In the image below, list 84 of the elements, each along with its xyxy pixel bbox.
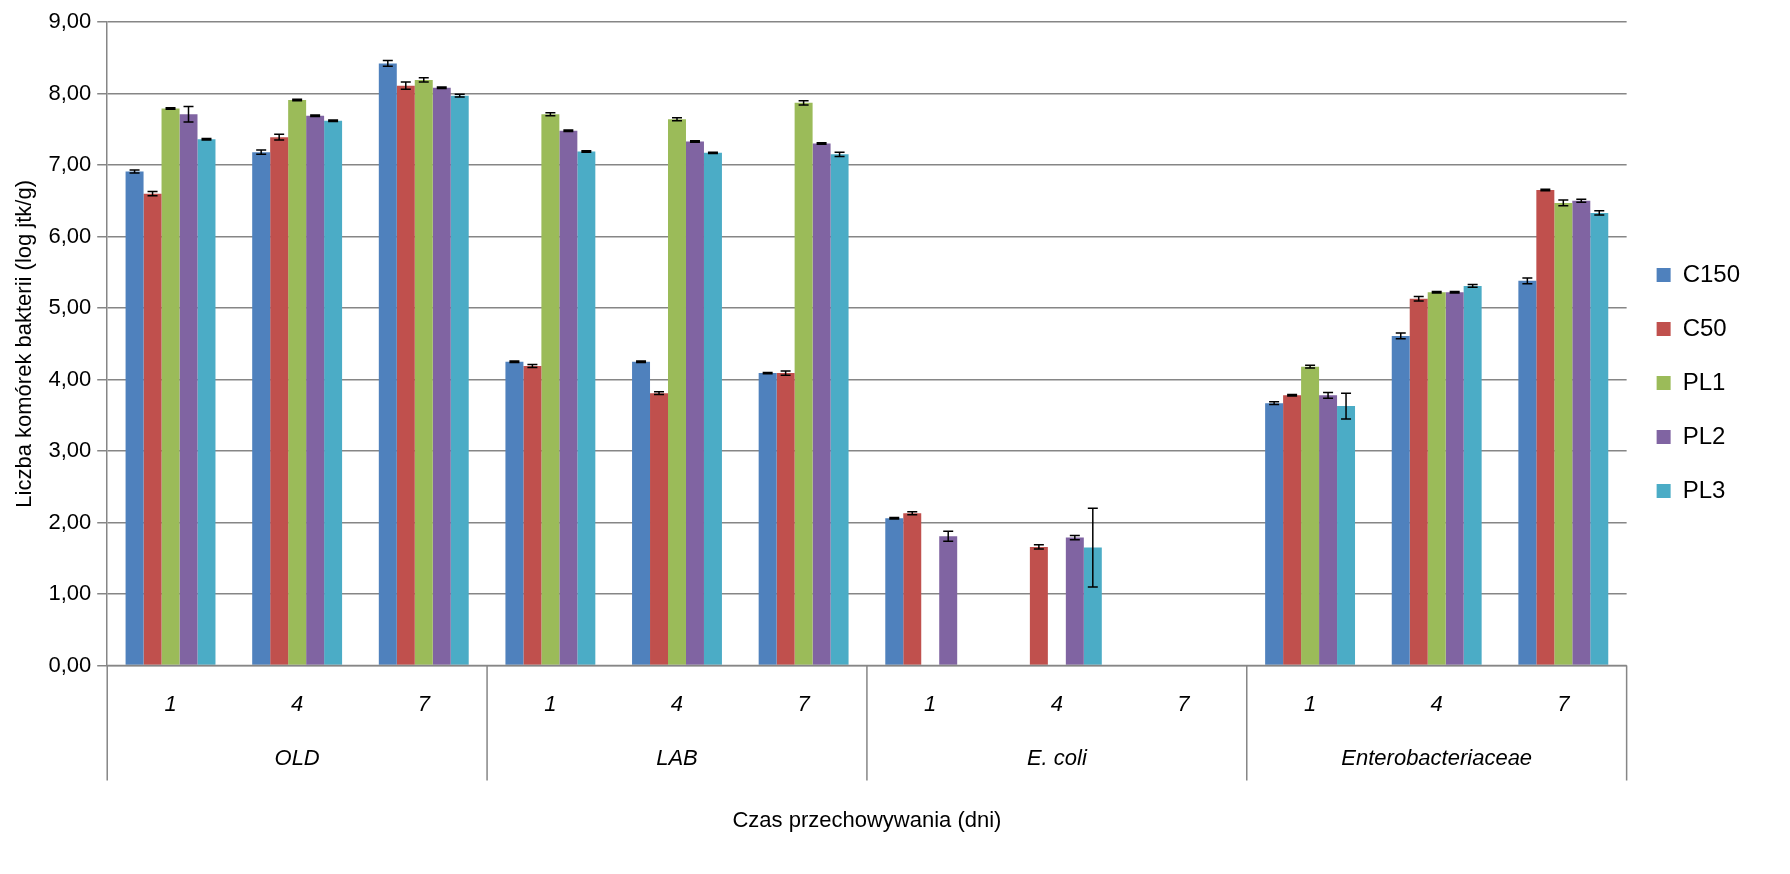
bar — [577, 151, 596, 665]
bar — [324, 120, 343, 665]
x-tick-label: 1 — [924, 690, 937, 716]
bar — [1554, 202, 1573, 665]
bar — [830, 154, 849, 665]
y-tick-label: 0,00 — [48, 651, 92, 677]
y-tick-label: 7,00 — [48, 151, 92, 177]
x-tick-label: 7 — [417, 690, 431, 716]
text: OLD — [274, 744, 320, 770]
bar — [794, 102, 813, 665]
bar — [179, 114, 198, 665]
bar — [632, 361, 651, 665]
bar — [197, 139, 216, 665]
bar — [776, 373, 795, 665]
y-tick-label: 2,00 — [48, 508, 92, 534]
bar — [1445, 292, 1464, 665]
x-tick-label: 1 — [164, 690, 177, 716]
text: E. coli — [1026, 744, 1088, 770]
x-tick-label: 7 — [1177, 690, 1191, 716]
bar — [685, 141, 704, 665]
bar — [432, 87, 451, 665]
x-tick-label: 7 — [1557, 690, 1571, 716]
bar — [288, 99, 307, 665]
bar — [541, 114, 560, 665]
x-tick-label: 7 — [797, 690, 811, 716]
bar — [1536, 190, 1555, 665]
bar — [396, 85, 415, 665]
y-tick-label: 5,00 — [48, 294, 92, 320]
bar — [378, 63, 397, 665]
x-tick-label: 4 — [1430, 690, 1443, 716]
bar — [939, 536, 958, 665]
bar — [1337, 406, 1356, 665]
bar — [559, 130, 578, 665]
bar — [1065, 537, 1084, 665]
x-tick-label: 1 — [1303, 690, 1317, 716]
bar — [1409, 298, 1428, 665]
y-tick-label: 8,00 — [48, 79, 92, 105]
y-axis-title: Liczba komórek bakterii (log jtk/g) — [11, 179, 37, 508]
bar — [125, 171, 144, 665]
x-tick-label: 4 — [670, 690, 684, 716]
legend-label: C150 — [1682, 259, 1740, 287]
bar — [1029, 546, 1048, 665]
bar — [812, 143, 831, 665]
bar — [1319, 395, 1338, 665]
bar — [1083, 547, 1102, 665]
bar — [270, 137, 289, 665]
bar — [1590, 212, 1609, 665]
bar — [1463, 285, 1482, 665]
bar — [703, 152, 722, 665]
bar — [252, 152, 271, 665]
bar — [1301, 366, 1320, 665]
y-tick-label: 9,00 — [48, 8, 92, 34]
bar — [306, 115, 325, 665]
y-tick-label: 3,00 — [48, 437, 92, 463]
bar — [143, 193, 162, 665]
bar — [1518, 280, 1537, 665]
y-tick-label: 1,00 — [48, 580, 92, 606]
x-tick-label: 4 — [291, 690, 304, 716]
x-tick-label: 1 — [544, 690, 557, 716]
x-tick-label: 4 — [1050, 690, 1063, 716]
x-axis-title: Czas przechowywania (dni) — [732, 806, 1002, 832]
legend-label: C50 — [1682, 313, 1727, 341]
y-tick-label: 6,00 — [48, 222, 92, 248]
bar — [1283, 395, 1302, 665]
bar — [450, 95, 469, 665]
bar — [650, 393, 669, 665]
y-tick-label: 4,00 — [48, 365, 92, 391]
bar — [885, 518, 904, 665]
bar — [414, 79, 433, 665]
bar — [758, 373, 777, 665]
bar — [1427, 292, 1446, 665]
bar — [505, 361, 524, 665]
text: Enterobacteriaceae — [1341, 744, 1533, 770]
bar — [523, 365, 542, 665]
bar — [1572, 200, 1591, 665]
bar — [1265, 403, 1284, 665]
bar — [668, 119, 686, 665]
bar — [161, 108, 180, 665]
bar — [1391, 335, 1410, 665]
legend-label: PL3 — [1682, 475, 1726, 503]
legend-label: PL1 — [1682, 367, 1726, 395]
legend-label: PL2 — [1682, 421, 1726, 449]
bar — [903, 513, 922, 665]
text: LAB — [656, 744, 698, 770]
